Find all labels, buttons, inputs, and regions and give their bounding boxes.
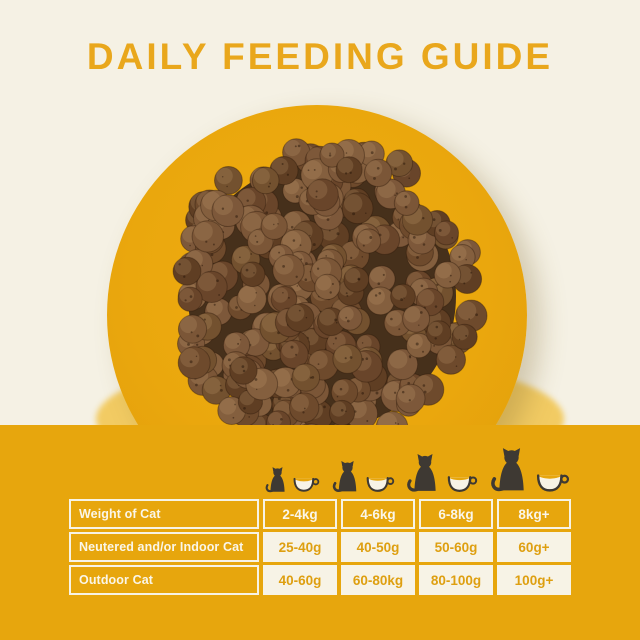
cat-xlarge-icon xyxy=(491,448,526,493)
table-row-label: Outdoor Cat xyxy=(69,565,259,595)
table-header-col: 6-8kg xyxy=(419,499,493,529)
table-cell: 40-50g xyxy=(341,532,415,562)
cat-size-icons-row xyxy=(265,436,571,494)
cat-medium-icon xyxy=(332,461,358,493)
page-title: DAILY FEEDING GUIDE xyxy=(86,36,554,77)
table-header-col: 4-6kg xyxy=(341,499,415,529)
table-cell: 50-60g xyxy=(419,532,493,562)
table-cell: 40-60g xyxy=(263,565,337,595)
table-header-col: 8kg+ xyxy=(497,499,571,529)
table-row-label: Neutered and/or Indoor Cat xyxy=(69,532,259,562)
cat-small-with-bowl xyxy=(265,467,321,493)
food-bowl-icon xyxy=(537,468,568,490)
cat-medium-with-bowl xyxy=(332,461,396,493)
cat-xlarge-with-bowl xyxy=(491,448,571,493)
feeding-info-band: Weight of Cat 2-4kg 4-6kg 6-8kg 8kg+ Neu… xyxy=(0,425,640,640)
table-cell: 60g+ xyxy=(497,532,571,562)
food-bowl-icon xyxy=(293,473,318,491)
food-bowl-icon xyxy=(366,472,393,491)
table-cell: 80-100g xyxy=(419,565,493,595)
cat-large-with-bowl xyxy=(407,454,479,493)
table-cell: 60-80kg xyxy=(341,565,415,595)
cat-small-icon xyxy=(265,467,286,493)
table-cell: 100g+ xyxy=(497,565,571,595)
food-bowl-icon xyxy=(448,470,477,491)
table-cell: 25-40g xyxy=(263,532,337,562)
feeding-table: Weight of Cat 2-4kg 4-6kg 6-8kg 8kg+ Neu… xyxy=(69,499,571,595)
table-header-label: Weight of Cat xyxy=(69,499,259,529)
cat-large-icon xyxy=(407,454,438,493)
table-header-col: 2-4kg xyxy=(263,499,337,529)
